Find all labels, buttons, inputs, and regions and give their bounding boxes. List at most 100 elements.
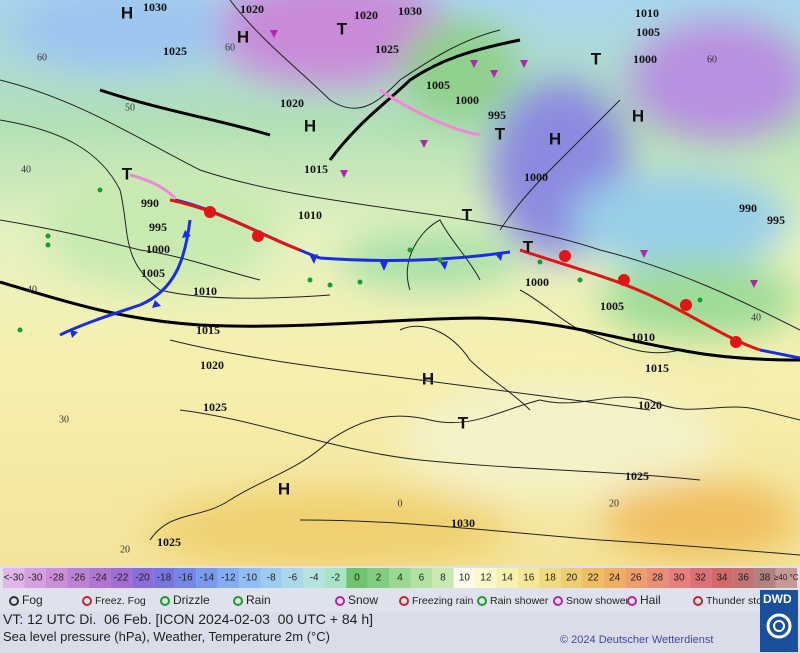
scale-cell [367,568,390,588]
logo-swirl [766,613,792,639]
legend-icon [399,596,409,606]
snow-symbols [270,30,758,288]
scale-cell [281,568,304,588]
isobar-label: 1010 [635,6,659,20]
scale-cell [389,568,411,588]
copyright: © 2024 Deutscher Wetterdienst [560,634,714,646]
scale-cell [260,568,282,588]
scale-cell [67,568,89,588]
scale-label: -24 [92,573,107,584]
isobar-label: 1030 [398,4,422,18]
scale-cell [560,568,583,588]
scale-label: -6 [288,573,297,584]
isobar-label: 1025 [625,469,649,483]
legend-label: Rain shower [490,595,549,607]
isobar-label: 1000 [455,93,479,107]
legend-icon [335,596,345,606]
temperature-label: 40 [27,284,37,295]
scale-cell [518,568,540,588]
scale-cell [475,568,497,588]
legend-label: Snow shower [566,595,630,607]
scale-label: 16 [523,573,535,584]
scale-label: -16 [178,573,193,584]
isobar-label: 1030 [451,516,475,530]
isobar-label: 1005 [426,78,450,92]
isobar-label: 995 [767,213,785,227]
scale-label: 24 [609,573,621,584]
pressure-center: T [122,164,133,183]
legend-icon [160,596,170,606]
scale-label: -22 [114,573,129,584]
scale-cell [324,568,347,588]
legend-label: Rain [246,593,271,607]
scale-label: 38 [759,573,771,584]
legend-icon [233,596,243,606]
temperature-label: 60 [225,42,235,53]
pressure-center: H [304,116,316,135]
isobar-label: 1020 [200,358,224,372]
isobar-label: 990 [141,196,159,210]
isobar-label: 1005 [600,299,624,313]
legend-label: Hail [640,593,661,607]
temperature-label: 60 [707,54,717,65]
scale-label: -10 [243,573,258,584]
pressure-center: H [632,106,644,125]
isobar-label: 1025 [375,42,399,56]
scale-label: 26 [630,573,642,584]
scale-cell [625,568,647,588]
scale-cell [689,568,712,588]
scale-label: <-30 [4,573,25,584]
scale-cell [603,568,626,588]
isobar-label: 1010 [298,208,322,222]
scale-label: -4 [310,573,319,584]
scale-cell [668,568,690,588]
scale-label: 4 [397,573,403,584]
scale-label: 8 [440,573,446,584]
scale-cell [131,568,154,588]
scale-label: 18 [545,573,557,584]
isobar-label: 1015 [304,162,328,176]
pressure-center: T [523,237,534,256]
legend-label: Thunder storm [706,595,775,607]
temperature-label: 0 [398,498,403,509]
scale-cell [153,568,175,588]
scale-label: -30 [28,573,43,584]
pressure-center: T [458,413,469,432]
scale-cell [453,568,476,588]
isobar-label: 1000 [146,242,170,256]
scale-label: -14 [200,573,215,584]
scale-cell [303,568,325,588]
pressure-center: T [495,124,506,143]
scale-cell [24,568,46,588]
scale-cell [496,568,519,588]
isobar-label: 1005 [141,266,165,280]
temperature-label: 40 [751,312,761,323]
scale-label: ≥40 °C [774,573,799,582]
dwd-logo: DWD [760,590,798,652]
pressure-center: H [422,369,434,388]
legend-label: Freez. Fog [95,595,146,607]
scale-cell [432,568,454,588]
temperature-label: 20 [609,498,619,509]
weather-legend: Fog Freez. Fog Drizzle Rain Snow Freezing rai… [0,590,800,612]
scale-label: -28 [49,573,64,584]
scale-cell [646,568,669,588]
scale-label: -18 [157,573,172,584]
weather-map: 1030 1020 1020 1030 1010 1005 1000 1025 1025 1005… [0,0,800,566]
scale-label: 20 [566,573,578,584]
scale-cell [732,568,755,588]
cold-front-teeth [70,230,503,338]
scale-cell [711,568,733,588]
scale-label: 28 [652,573,664,584]
isobar-label: 1010 [631,330,655,344]
scale-label: 32 [695,573,707,584]
scale-label: 30 [673,573,685,584]
pressure-center: H [278,479,290,498]
scale-label: -8 [267,573,276,584]
temperature-label: 50 [125,102,135,113]
scale-label: 0 [354,573,360,584]
legend-icon [553,596,563,606]
scale-cell [582,568,604,588]
scale-label: 14 [502,573,514,584]
